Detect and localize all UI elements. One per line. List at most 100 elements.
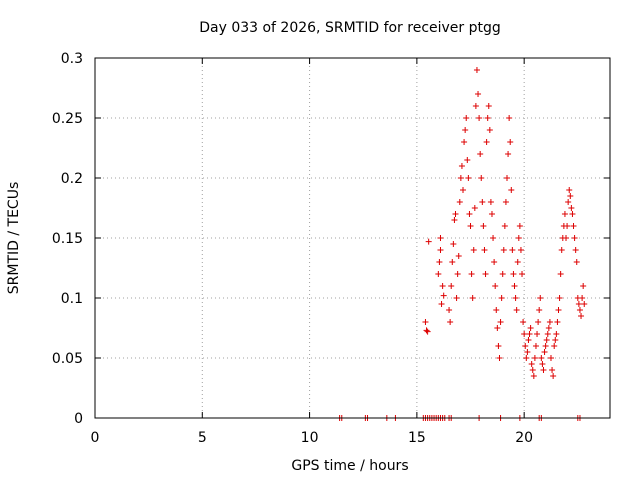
data-point	[464, 157, 471, 163]
data-point	[571, 235, 578, 241]
data-point	[466, 211, 473, 217]
data-point	[476, 115, 483, 121]
data-point	[439, 283, 446, 289]
data-point	[483, 139, 490, 145]
data-point	[451, 217, 458, 223]
data-point	[554, 319, 561, 325]
data-point	[471, 205, 478, 211]
data-point	[530, 373, 537, 379]
data-point	[539, 361, 546, 367]
data-point	[456, 199, 463, 205]
data-point	[538, 355, 545, 361]
data-point	[512, 295, 519, 301]
data-point	[497, 319, 504, 325]
data-point	[581, 301, 588, 307]
chart-title: Day 033 of 2026, SRMTID for receiver ptg…	[199, 20, 501, 36]
data-point	[453, 295, 460, 301]
data-point	[550, 373, 557, 379]
data-point	[495, 343, 502, 349]
y-tick-label: 0.25	[52, 111, 83, 127]
data-point	[461, 139, 468, 145]
data-point	[557, 271, 564, 277]
data-point	[487, 199, 494, 205]
data-point	[513, 307, 520, 313]
data-point	[556, 295, 563, 301]
data-point	[496, 355, 503, 361]
data-point	[454, 271, 461, 277]
data-point	[452, 211, 459, 217]
data-point	[446, 307, 453, 313]
data-point	[449, 259, 456, 265]
data-point	[440, 292, 447, 299]
data-point	[500, 247, 507, 253]
data-point	[521, 331, 528, 337]
data-point	[542, 343, 549, 349]
data-points	[336, 67, 588, 421]
data-point	[565, 199, 572, 205]
data-point	[580, 283, 587, 289]
data-point	[510, 271, 517, 277]
data-point	[516, 223, 523, 229]
data-point	[501, 223, 508, 229]
data-point	[563, 235, 570, 241]
data-point	[561, 211, 568, 217]
data-point	[499, 271, 506, 277]
data-point	[572, 247, 579, 253]
data-point	[570, 223, 577, 229]
y-axis-label: SRMTID / TECUs	[6, 182, 22, 295]
data-point	[507, 139, 514, 145]
y-tick-label: 0.05	[52, 351, 83, 367]
data-point	[576, 307, 583, 313]
data-point	[463, 115, 470, 121]
x-tick-label: 15	[408, 430, 426, 446]
data-point	[470, 247, 477, 253]
data-point	[511, 283, 518, 289]
data-point	[522, 343, 529, 349]
data-point	[447, 319, 454, 325]
data-point	[481, 247, 488, 253]
y-tick-label: 0.2	[61, 171, 83, 187]
data-point	[493, 307, 500, 313]
data-point	[423, 327, 430, 334]
data-point	[509, 247, 516, 253]
data-point	[478, 175, 485, 181]
data-point	[546, 319, 553, 325]
data-point	[545, 325, 552, 331]
data-point	[558, 247, 565, 253]
data-point	[480, 223, 487, 229]
data-point	[534, 331, 541, 337]
plot-frame	[94, 57, 611, 419]
data-point	[520, 319, 527, 325]
data-point	[553, 331, 560, 337]
data-point	[450, 241, 457, 247]
data-point	[506, 115, 513, 121]
data-point	[523, 355, 530, 361]
data-point	[549, 367, 556, 373]
data-point	[462, 127, 469, 133]
data-point	[455, 253, 462, 259]
y-tick-label: 0.1	[61, 291, 83, 307]
data-point	[486, 127, 493, 133]
data-point	[482, 271, 489, 277]
data-point	[465, 175, 472, 181]
data-point	[422, 319, 429, 325]
y-tick-label: 0	[74, 411, 83, 427]
data-point	[494, 325, 501, 331]
data-point	[425, 238, 432, 245]
data-point	[491, 259, 498, 265]
data-point	[484, 115, 491, 121]
data-point	[492, 283, 499, 289]
data-point	[517, 247, 524, 253]
data-point	[532, 343, 539, 349]
data-point	[435, 271, 442, 277]
x-axis-label: GPS time / hours	[291, 458, 408, 474]
x-tick-label: 5	[198, 430, 207, 446]
data-point	[458, 163, 465, 169]
data-point	[566, 187, 573, 193]
data-point	[460, 187, 467, 193]
data-point	[472, 103, 479, 109]
data-point	[473, 67, 480, 73]
y-tick-label: 0.3	[61, 51, 83, 67]
y-tick-label: 0.15	[52, 231, 83, 247]
